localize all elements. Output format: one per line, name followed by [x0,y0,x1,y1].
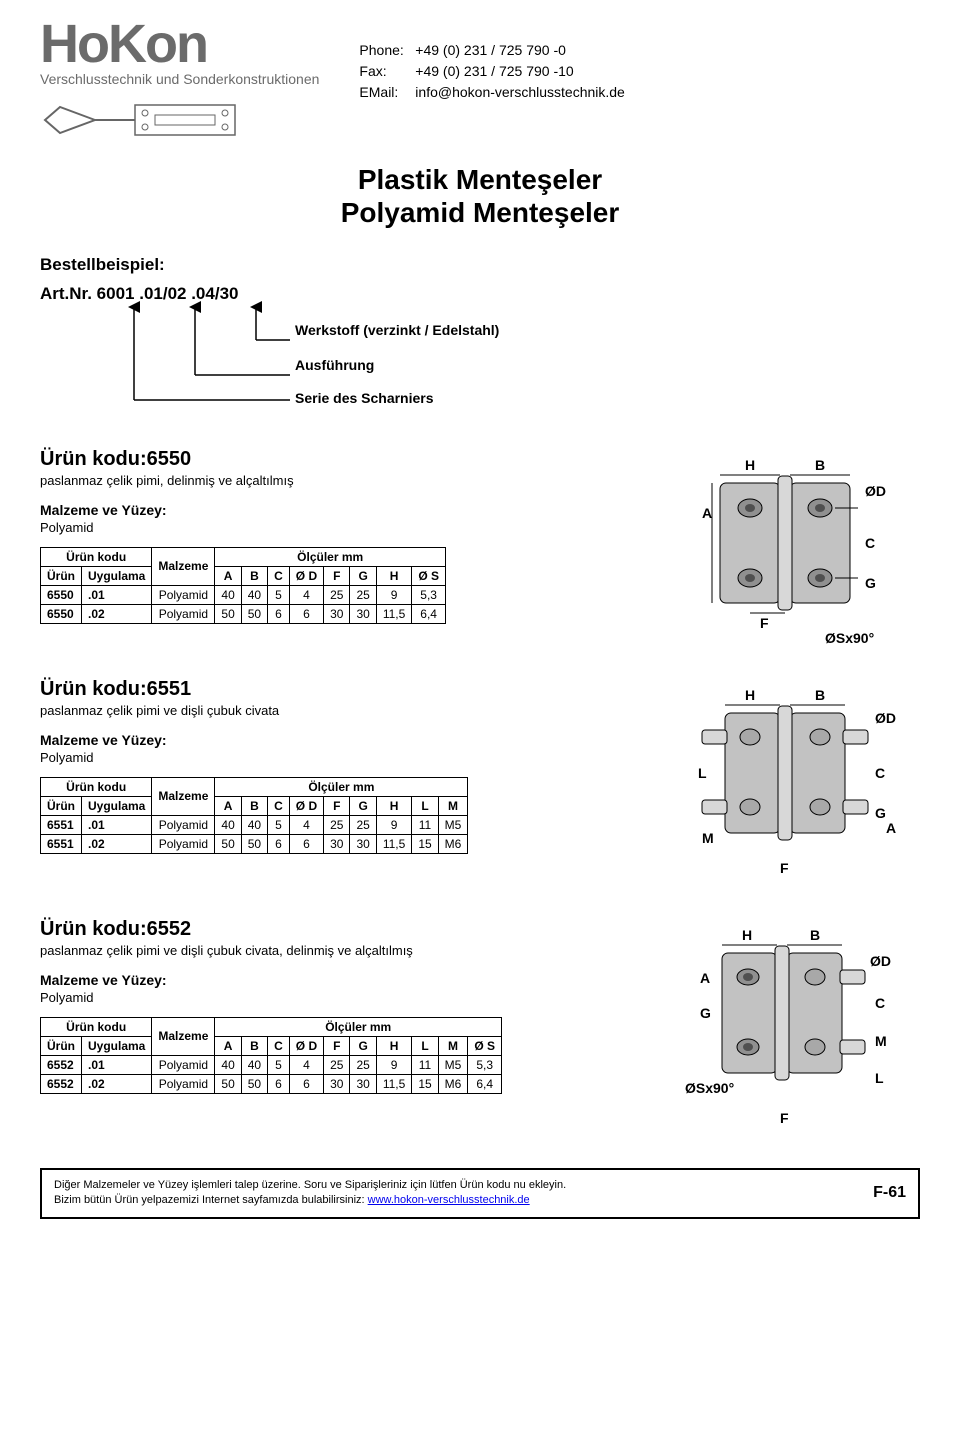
product-6551-table: Ürün koduMalzemeÖlçüler mmÜrünUygulamaAB… [40,777,468,854]
svg-text:C: C [875,765,885,781]
material-heading: Malzeme ve Yüzey: [40,502,600,518]
phone-value: +49 (0) 231 / 725 790 -0 [415,42,566,58]
svg-text:C: C [875,995,885,1011]
title-line-1: Plastik Menteşeler [40,163,920,197]
footer-line-1: Diğer Malzemeler ve Yüzey işlemleri tale… [54,1178,566,1193]
fax-line: Fax: +49 (0) 231 / 725 790 -10 [359,61,624,82]
table-row: 6551.01Polyamid4040542525911M5 [41,815,468,834]
svg-text:B: B [815,457,825,473]
product-6550-section: Ürün kodu:6550 paslanmaz çelik pimi, del… [40,448,920,648]
email-value: info@hokon-verschlusstechnik.de [415,84,625,100]
svg-text:ØD: ØD [870,953,891,969]
svg-text:M: M [702,830,714,846]
product-6550-table: Ürün koduMalzemeÖlçüler mmÜrünUygulamaAB… [40,547,446,624]
product-6552-table: Ürün koduMalzemeÖlçüler mmÜrünUygulamaAB… [40,1017,502,1094]
svg-text:ØSx90°: ØSx90° [685,1080,734,1096]
product-6550-code: Ürün kodu:6550 [40,448,600,471]
table-row: 6550.02Polyamid505066303011,56,4 [41,604,446,623]
svg-text:A: A [700,970,710,986]
order-example-diagram: Art.Nr. 6001 .01/02 .04/30 Werkstoff (ve… [40,285,920,418]
product-6551-desc: paslanmaz çelik pimi ve dişli çubuk civa… [40,703,600,718]
product-6552-section: Ürün kodu:6552 paslanmaz çelik pimi ve d… [40,918,920,1138]
svg-text:G: G [875,805,886,821]
table-row: 6551.02Polyamid505066303011,515M6 [41,834,468,853]
product-6552-desc: paslanmaz çelik pimi ve dişli çubuk civa… [40,943,600,958]
svg-text:H: H [745,457,755,473]
phone-line: Phone: +49 (0) 231 / 725 790 -0 [359,40,624,61]
email-line: EMail: info@hokon-verschlusstechnik.de [359,82,624,103]
material-value: Polyamid [40,990,600,1005]
artnr-text: Art.Nr. 6001 .01/02 .04/30 [40,285,238,303]
svg-text:H: H [745,687,755,703]
table-row: 6552.01Polyamid4040542525911M55,3 [41,1055,502,1074]
product-6551-section: Ürün kodu:6551 paslanmaz çelik pimi ve d… [40,678,920,888]
svg-text:A: A [702,505,712,521]
footer-text: Diğer Malzemeler ve Yüzey işlemleri tale… [54,1178,566,1209]
latch-icon [40,95,319,148]
contact-block: Phone: +49 (0) 231 / 725 790 -0 Fax: +49… [359,40,624,103]
svg-text:M: M [875,1033,887,1049]
table-row: 6552.02Polyamid505066303011,515M66,4 [41,1074,502,1093]
hinge-6550-diagram: H B ØD A C G F ØSx90° [660,448,900,648]
fax-label: Fax: [359,61,411,82]
fax-value: +49 (0) 231 / 725 790 -10 [415,63,573,79]
svg-text:F: F [780,860,789,876]
svg-text:G: G [700,1005,711,1021]
order-example-header: Bestellbeispiel: [40,255,920,275]
table-row: 6550.01Polyamid404054252595,3 [41,585,446,604]
svg-text:ØSx90°: ØSx90° [825,630,874,646]
hinge-6551-diagram: H B ØD L C G A M F [650,678,910,888]
product-6552-code: Ürün kodu:6552 [40,918,600,941]
page-number: F-61 [873,1184,906,1202]
page-header: HoKon Verschlusstechnik und Sonderkonstr… [40,20,920,148]
material-heading: Malzeme ve Yüzey: [40,732,600,748]
svg-text:B: B [815,687,825,703]
svg-text:Werkstoff (verzinkt / Edelstah: Werkstoff (verzinkt / Edelstahl) [295,322,499,338]
svg-text:L: L [698,765,707,781]
footer-link[interactable]: www.hokon-verschlusstechnik.de [368,1194,530,1206]
svg-text:Serie des Scharniers: Serie des Scharniers [295,390,434,406]
svg-text:A: A [886,820,896,836]
hinge-6552-diagram: H B ØD A G C M ØSx90° L F [650,918,910,1138]
email-label: EMail: [359,82,411,103]
svg-text:H: H [742,927,752,943]
svg-text:C: C [865,535,875,551]
logo-text: HoKon [40,20,319,69]
product-6551-code: Ürün kodu:6551 [40,678,600,701]
logo-block: HoKon Verschlusstechnik und Sonderkonstr… [40,20,319,148]
phone-label: Phone: [359,40,411,61]
product-6550-desc: paslanmaz çelik pimi, delinmiş ve alçalt… [40,473,600,488]
title-line-2: Polyamid Menteşeler [40,196,920,230]
footer-line-2: Bizim bütün Ürün yelpazemizi Internet sa… [54,1193,566,1208]
logo-subtitle: Verschlusstechnik und Sonderkonstruktion… [40,71,319,87]
svg-text:ØD: ØD [875,710,896,726]
svg-text:L: L [875,1070,884,1086]
page-footer: Diğer Malzemeler ve Yüzey işlemleri tale… [40,1168,920,1219]
main-title: Plastik Menteşeler Polyamid Menteşeler [40,163,920,230]
material-value: Polyamid [40,750,600,765]
svg-text:Ausführung: Ausführung [295,357,374,373]
svg-text:ØD: ØD [865,483,886,499]
svg-text:F: F [780,1110,789,1126]
svg-text:G: G [865,575,876,591]
material-heading: Malzeme ve Yüzey: [40,972,600,988]
material-value: Polyamid [40,520,600,535]
svg-text:F: F [760,615,769,631]
svg-text:B: B [810,927,820,943]
